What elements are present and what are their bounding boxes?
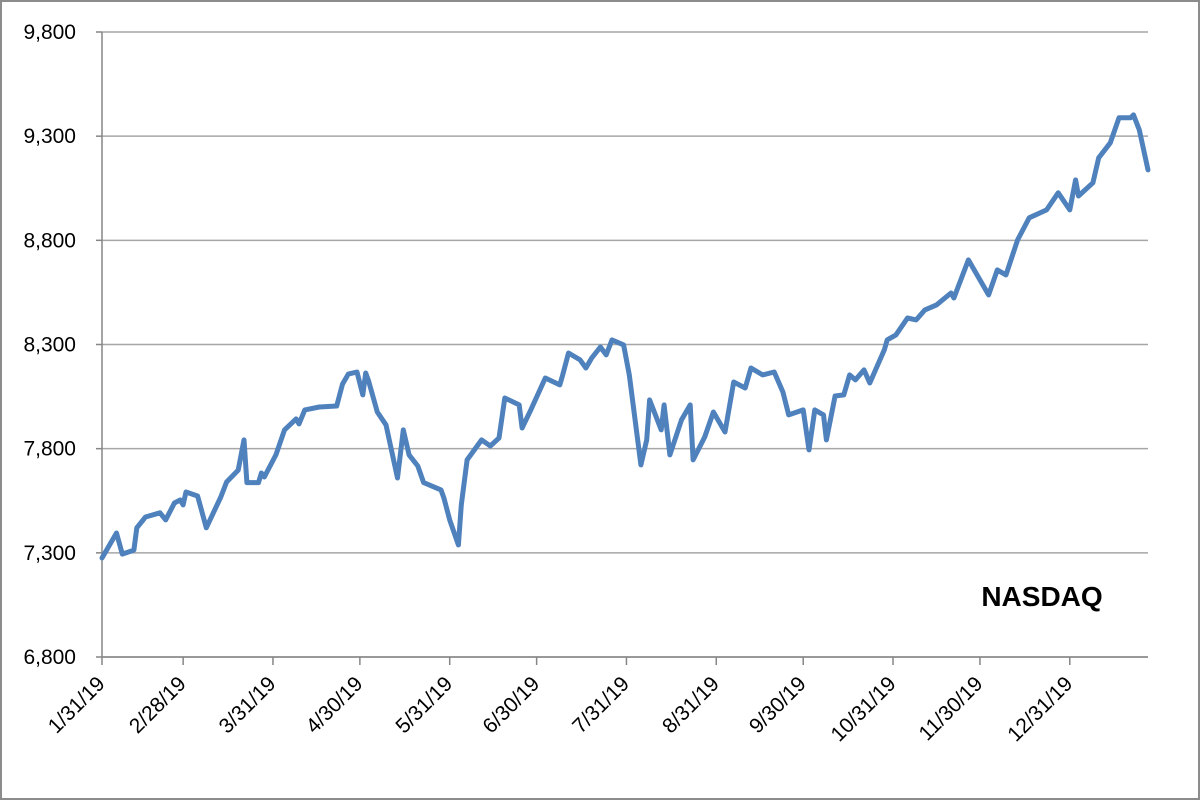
series-label: NASDAQ (981, 581, 1102, 612)
y-tick-label: 9,300 (23, 125, 76, 148)
y-tick-label: 8,300 (23, 334, 76, 357)
data-line (99, 112, 1151, 561)
y-tick-label: 7,300 (23, 542, 76, 565)
y-tick-label: 8,800 (23, 229, 76, 252)
y-tick-label: 9,800 (23, 21, 76, 44)
y-tick-label: 7,800 (23, 438, 76, 461)
y-tick-label: 6,800 (23, 646, 76, 669)
